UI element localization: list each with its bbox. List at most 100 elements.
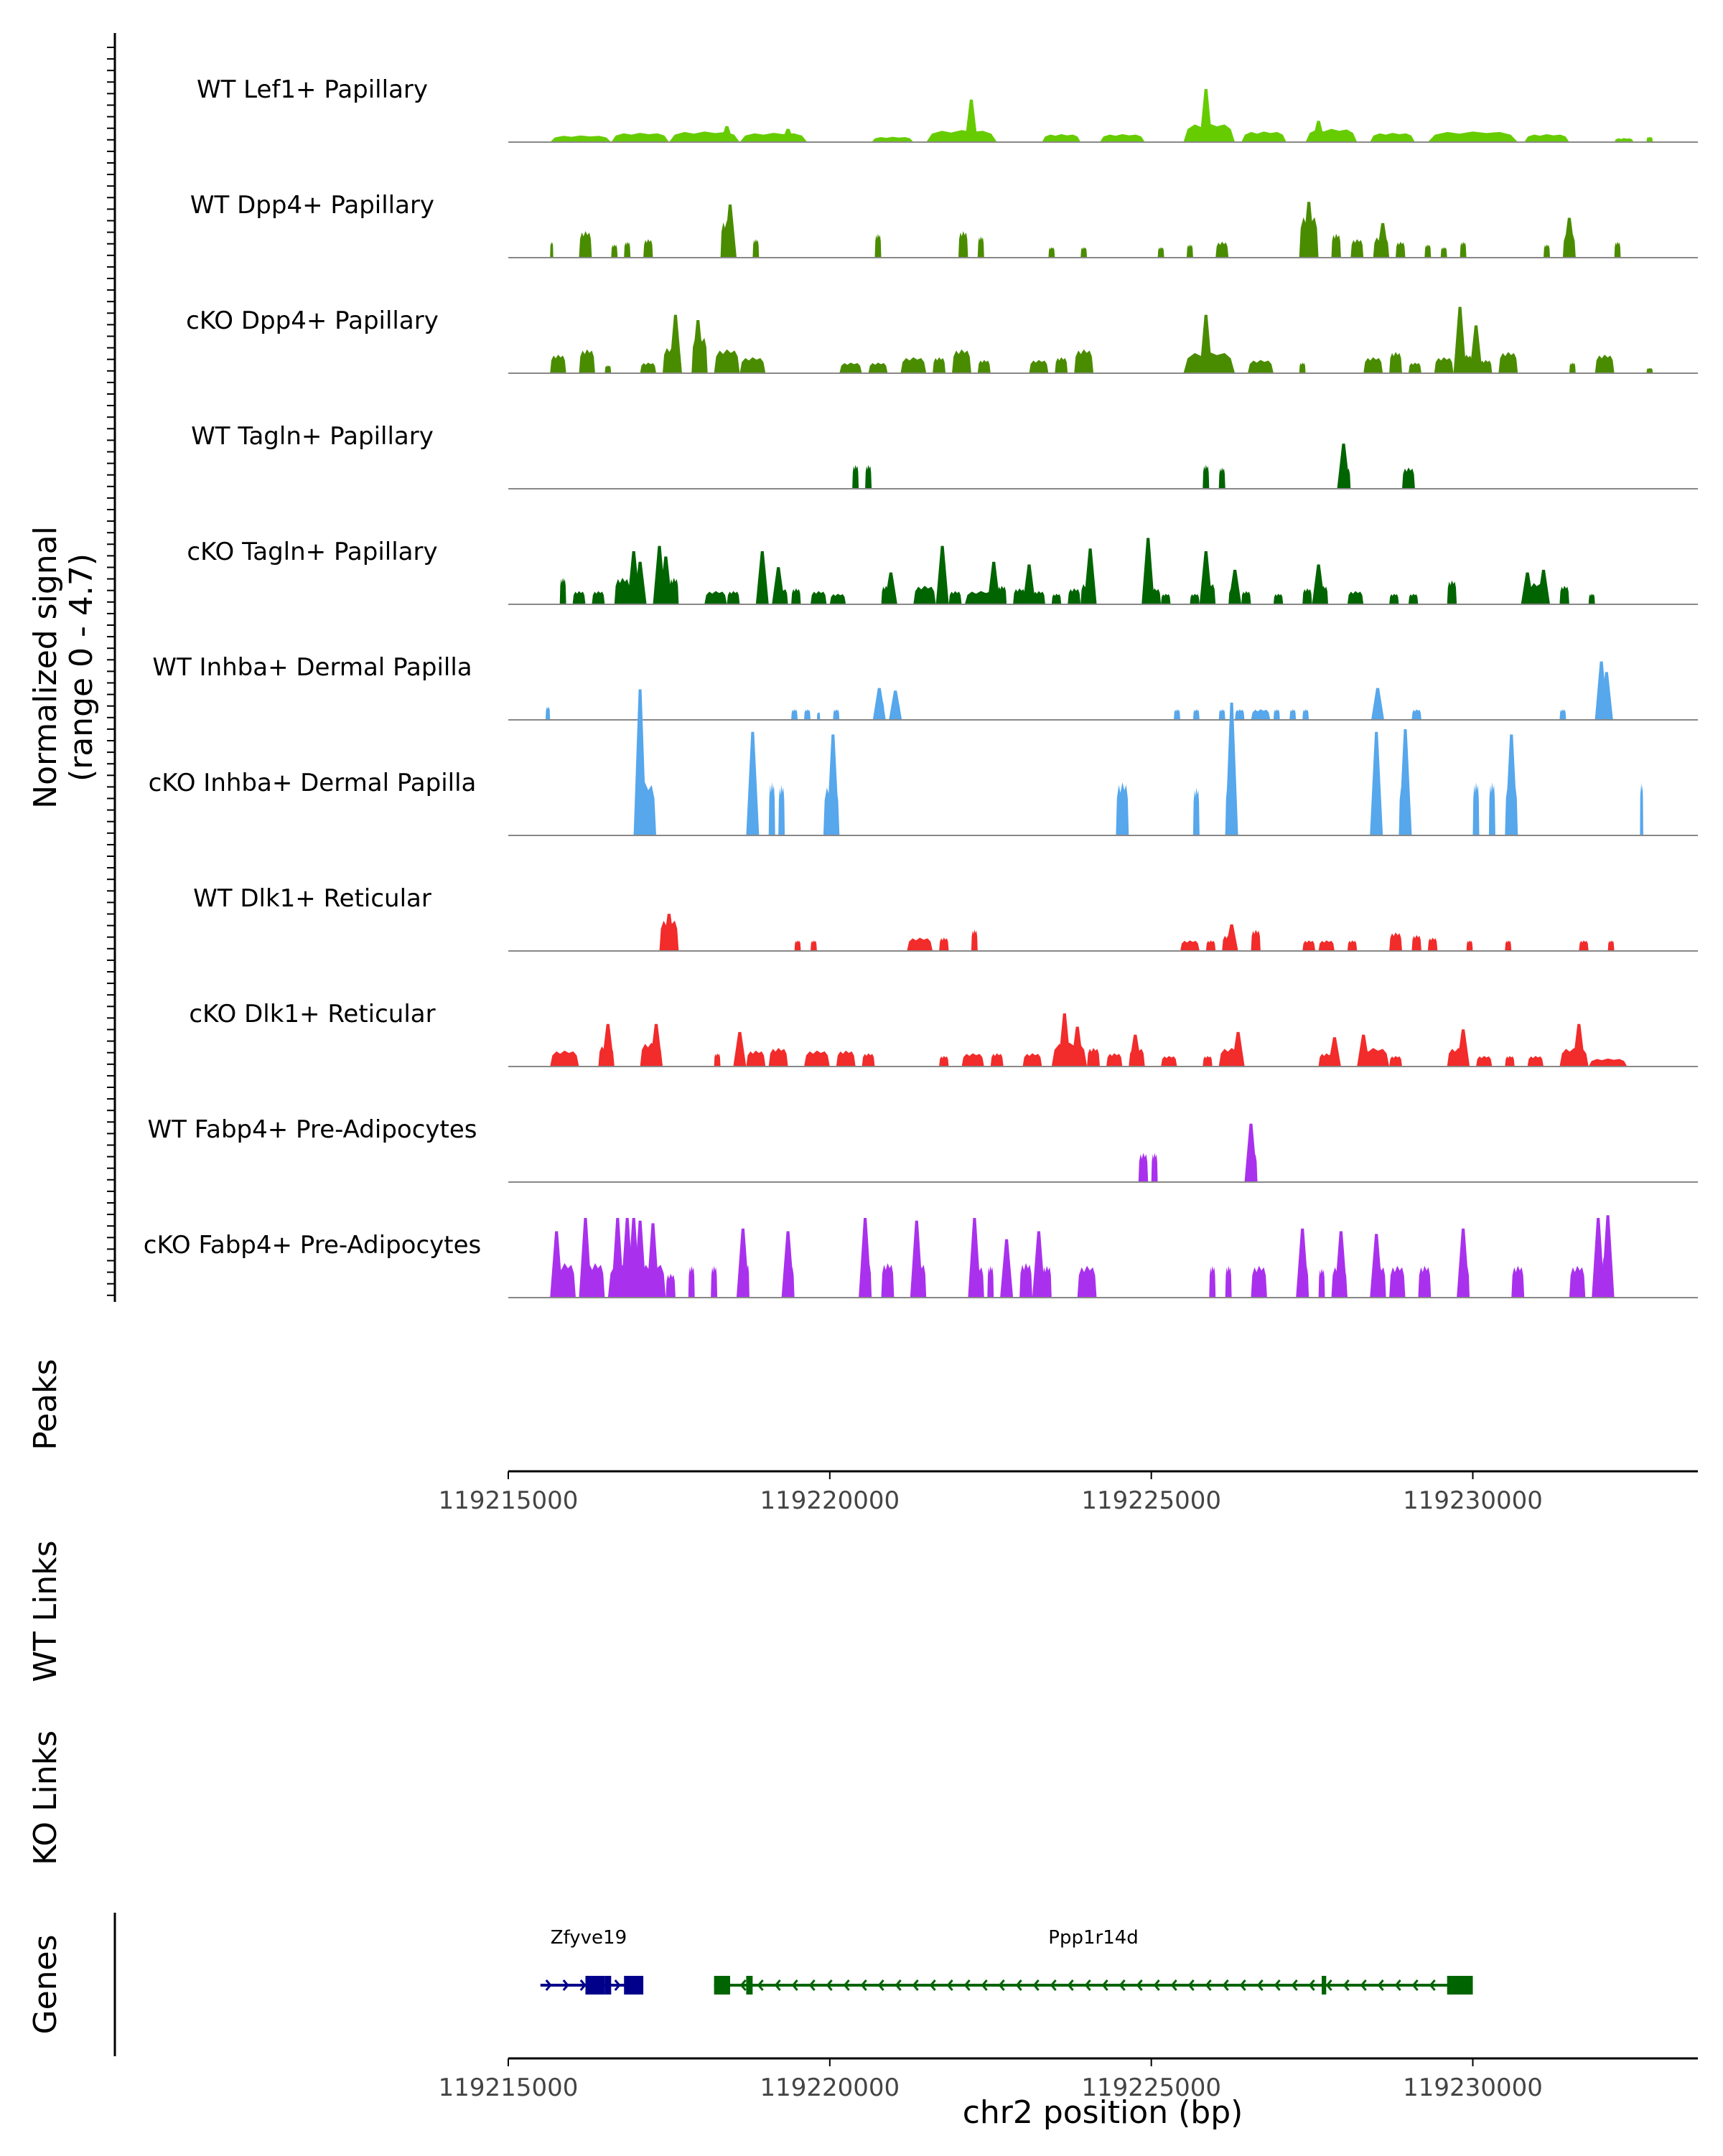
- coverage-region: [1215, 241, 1229, 258]
- coverage-region: [1427, 937, 1438, 951]
- track-1: WT Dpp4+ Papillary: [190, 191, 1698, 258]
- coverage-peak: [550, 1231, 564, 1298]
- coverage-region: [604, 365, 612, 373]
- coverage-region: [1559, 709, 1566, 720]
- coverage-region: [1251, 709, 1271, 720]
- strand-arrow: [1308, 1979, 1315, 1991]
- coverage-region: [592, 591, 605, 604]
- coverage-region: [1646, 367, 1653, 373]
- coverage-region: [1106, 1053, 1123, 1067]
- coverage-region: [1100, 133, 1145, 142]
- track-0: WT Lef1+ Papillary: [197, 75, 1698, 143]
- coverage-region: [1251, 929, 1261, 951]
- coverage-peak: [772, 567, 785, 604]
- strand-arrow: [929, 1979, 936, 1991]
- coverage-region: [804, 709, 811, 720]
- coverage-peak: [1370, 1234, 1383, 1298]
- track-5: WT Inhba+ Dermal Papilla: [152, 653, 1698, 721]
- coverage-peak: [1199, 551, 1213, 604]
- strand-arrow: [963, 1979, 971, 1991]
- coverage-region: [836, 1050, 856, 1067]
- coverage-region: [550, 355, 566, 373]
- coverage-region: [666, 1273, 676, 1298]
- coverage-region: [1209, 1265, 1216, 1298]
- peaks-x-tick-label: 119225000: [1081, 1486, 1221, 1515]
- coverage-region: [752, 239, 760, 258]
- gene-exon: [1322, 1976, 1327, 1995]
- coverage-peak: [1312, 564, 1325, 604]
- coverage-region: [939, 937, 949, 951]
- coverage-peak: [646, 1223, 660, 1298]
- coverage-peak: [733, 1031, 747, 1067]
- genes-track-label: Genes: [27, 1934, 64, 2034]
- coverage-region: [1389, 932, 1402, 951]
- coverage-region: [1389, 352, 1402, 373]
- coverage-region: [1225, 1265, 1232, 1298]
- coverage-region: [791, 588, 801, 604]
- coverage-region: [1218, 709, 1225, 720]
- coverage-peak: [720, 126, 734, 142]
- coverage-region: [977, 360, 991, 373]
- coverage-tracks: WT Lef1+ Papillary WT Dpp4+ Papillary cKO …: [144, 75, 1698, 1298]
- track-7: WT Dlk1+ Reticular: [193, 884, 1698, 952]
- coverage-peak: [964, 99, 978, 142]
- track-label: cKO Dlk1+ Reticular: [189, 1000, 435, 1028]
- strand-arrow: [1222, 1979, 1229, 1991]
- coverage-region: [1434, 357, 1454, 373]
- strand-arrow: [774, 1979, 781, 1991]
- track-6: cKO Inhba+ Dermal Papilla: [149, 689, 1698, 836]
- coverage-region: [913, 586, 936, 604]
- coverage-region: [1116, 782, 1129, 835]
- coverage-region: [624, 241, 631, 258]
- coverage-peak: [1244, 1123, 1258, 1182]
- coverage-peak: [1129, 1034, 1142, 1067]
- coverage-peak: [746, 731, 760, 835]
- coverage-region: [1347, 591, 1364, 604]
- strand-arrow: [1084, 1979, 1091, 1991]
- gene-exon: [624, 1976, 644, 1995]
- coverage-peak: [872, 688, 886, 720]
- coverage-peak: [1083, 548, 1097, 604]
- signal-ylabel-line1: Normalized signal: [27, 526, 64, 809]
- coverage-peak: [1070, 1026, 1084, 1067]
- coverage-peak: [1231, 1031, 1245, 1067]
- coverage-region: [1203, 464, 1210, 489]
- coverage-region: [1527, 1056, 1544, 1067]
- coverage-peak: [968, 1218, 981, 1298]
- strand-arrow: [1119, 1979, 1126, 1991]
- coverage-region: [704, 591, 727, 604]
- strand-arrow: [1274, 1979, 1281, 1991]
- coverage-peak: [1327, 1037, 1341, 1067]
- coverage-region: [1241, 131, 1287, 142]
- x-axis-title: chr2 position (bp): [963, 2094, 1243, 2131]
- track-label: WT Tagln+ Papillary: [191, 422, 434, 451]
- track-9: WT Fabp4+ Pre-Adipocytes: [148, 1115, 1698, 1183]
- strand-arrow: [981, 1979, 988, 1991]
- strand-arrow: [912, 1979, 919, 1991]
- coverage-region: [1466, 940, 1473, 951]
- coverage-region: [1588, 594, 1595, 604]
- gene-exon: [714, 1976, 731, 1995]
- coverage-region: [1588, 1058, 1628, 1067]
- coverage-region: [1389, 594, 1399, 604]
- coverage-region: [550, 1050, 579, 1067]
- coverage-peak: [910, 1220, 923, 1298]
- coverage-region: [550, 241, 554, 258]
- coverage-peak: [1457, 1029, 1470, 1067]
- coverage-peak: [1537, 569, 1550, 604]
- coverage-region: [1408, 594, 1419, 604]
- coverage-region: [791, 709, 798, 720]
- strand-arrow: [1136, 1979, 1143, 1991]
- coverage-region: [1205, 940, 1216, 951]
- gene-exon: [746, 1976, 753, 1995]
- track-label: WT Dpp4+ Papillary: [190, 191, 434, 220]
- signal-ylabel-line2: (range 0 - 4.7): [63, 553, 100, 782]
- coverage-region: [1068, 588, 1081, 604]
- coverage-region: [1396, 241, 1406, 258]
- coverage-peak: [1141, 538, 1155, 604]
- coverage-peak: [1022, 564, 1036, 604]
- coverage-region: [1218, 467, 1225, 489]
- coverage-peak: [633, 689, 647, 835]
- coverage-region: [1032, 591, 1045, 604]
